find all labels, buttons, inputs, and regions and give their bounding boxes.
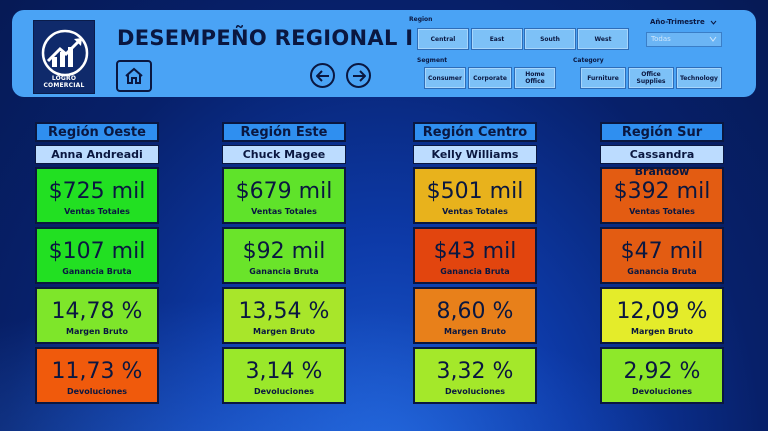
back-button[interactable] [310,63,335,88]
home-icon [125,67,143,84]
kpi-tile-returns: 11,73 % Devoluciones [35,347,159,404]
region-manager: Chuck Magee [222,145,346,164]
kpi-tile-sales: $501 mil Ventas Totales [413,167,537,224]
header-panel: LOGRO COMERCIAL DESEMPEÑO REGIONAL I Reg… [12,10,756,97]
chevron-down-icon [709,36,717,42]
kpi-label: Devoluciones [444,387,506,396]
kpi-tile-margin: 14,78 % Margen Bruto [35,287,159,344]
region-option-south[interactable]: South [524,28,576,50]
kpi-value: $725 mil [48,179,146,204]
period-dropdown[interactable]: Todas [646,32,722,47]
category-option-technology[interactable]: Technology [676,67,722,89]
region-name: Región Este [222,122,346,142]
category-option-office-supplies[interactable]: Office Supplies [628,67,674,89]
kpi-tile-profit: $43 mil Ganancia Bruta [413,227,537,284]
region-option-east[interactable]: East [471,28,523,50]
company-logo: LOGRO COMERCIAL [33,20,95,94]
region-card-oeste: Región Oeste Anna Andreadi $725 mil Venta… [35,122,159,404]
kpi-label: Ganancia Bruta [627,267,697,276]
period-filter-label: Año-Trimestre [650,18,705,26]
kpi-label: Ganancia Bruta [62,267,132,276]
kpi-tile-profit: $92 mil Ganancia Bruta [222,227,346,284]
growth-chart-icon [41,29,89,77]
region-option-west[interactable]: West [577,28,629,50]
kpi-tile-margin: 12,09 % Margen Bruto [600,287,724,344]
region-name: Región Sur [600,122,724,142]
kpi-value: 8,60 % [436,299,514,324]
kpi-tile-returns: 2,92 % Devoluciones [600,347,724,404]
page-title: DESEMPEÑO REGIONAL I [117,26,414,50]
kpi-label: Devoluciones [253,387,315,396]
period-dropdown-value: Todas [651,35,671,43]
kpi-tile-margin: 8,60 % Margen Bruto [413,287,537,344]
region-card-este: Región Este Chuck Magee $679 mil Ventas T… [222,122,346,404]
kpi-value: $107 mil [48,239,146,264]
segment-filter-label: Segment [417,57,448,64]
kpi-value: $47 mil [620,239,704,264]
kpi-label: Ventas Totales [442,207,508,216]
region-manager: Anna Andreadi [35,145,159,164]
kpi-label: Devoluciones [631,387,693,396]
kpi-value: $92 mil [242,239,326,264]
kpi-value: 11,73 % [51,359,143,384]
chevron-down-icon [710,20,717,25]
kpi-tile-profit: $107 mil Ganancia Bruta [35,227,159,284]
region-name: Región Oeste [35,122,159,142]
kpi-value: 3,32 % [436,359,514,384]
kpi-tile-sales: $725 mil Ventas Totales [35,167,159,224]
kpi-label: Ganancia Bruta [249,267,319,276]
kpi-label: Ventas Totales [251,207,317,216]
arrow-left-icon [315,69,329,82]
kpi-label: Ventas Totales [629,207,695,216]
category-filter-label: Category [573,57,604,64]
kpi-value: $43 mil [433,239,517,264]
kpi-label: Margen Bruto [444,327,506,336]
kpi-label: Margen Bruto [631,327,693,336]
arrow-right-icon [352,69,366,82]
home-button[interactable] [116,60,152,92]
kpi-label: Ventas Totales [64,207,130,216]
kpi-value: 2,92 % [623,359,701,384]
kpi-value: $501 mil [426,179,524,204]
kpi-value: 12,09 % [616,299,708,324]
kpi-tile-sales: $679 mil Ventas Totales [222,167,346,224]
region-manager: Kelly Williams [413,145,537,164]
region-card-centro: Región Centro Kelly Williams $501 mil Ven… [413,122,537,404]
region-manager: Cassandra Brandow [600,145,724,178]
kpi-label: Devoluciones [66,387,128,396]
kpi-label: Margen Bruto [253,327,315,336]
kpi-label: Ganancia Bruta [440,267,510,276]
segment-option-consumer[interactable]: Consumer [424,67,466,89]
kpi-value: $679 mil [235,179,333,204]
kpi-tile-profit: $47 mil Ganancia Bruta [600,227,724,284]
kpi-tile-margin: 13,54 % Margen Bruto [222,287,346,344]
kpi-value: 13,54 % [238,299,330,324]
kpi-value: 14,78 % [51,299,143,324]
kpi-value: 3,14 % [245,359,323,384]
region-name: Región Centro [413,122,537,142]
kpi-tile-returns: 3,32 % Devoluciones [413,347,537,404]
kpi-tile-sales: $392 mil Ventas Totales [600,167,724,224]
segment-option-home-office[interactable]: Home Office [514,67,556,89]
kpi-value: $392 mil [613,179,711,204]
forward-button[interactable] [346,63,371,88]
kpi-label: Margen Bruto [66,327,128,336]
region-option-central[interactable]: Central [417,28,469,50]
category-option-furniture[interactable]: Furniture [580,67,626,89]
logo-text: LOGRO COMERCIAL [43,75,85,89]
region-card-sur: Región Sur Cassandra Brandow $392 mil Ven… [600,122,724,404]
region-filter-label: Region [409,16,433,23]
segment-option-corporate[interactable]: Corporate [468,67,512,89]
kpi-tile-returns: 3,14 % Devoluciones [222,347,346,404]
